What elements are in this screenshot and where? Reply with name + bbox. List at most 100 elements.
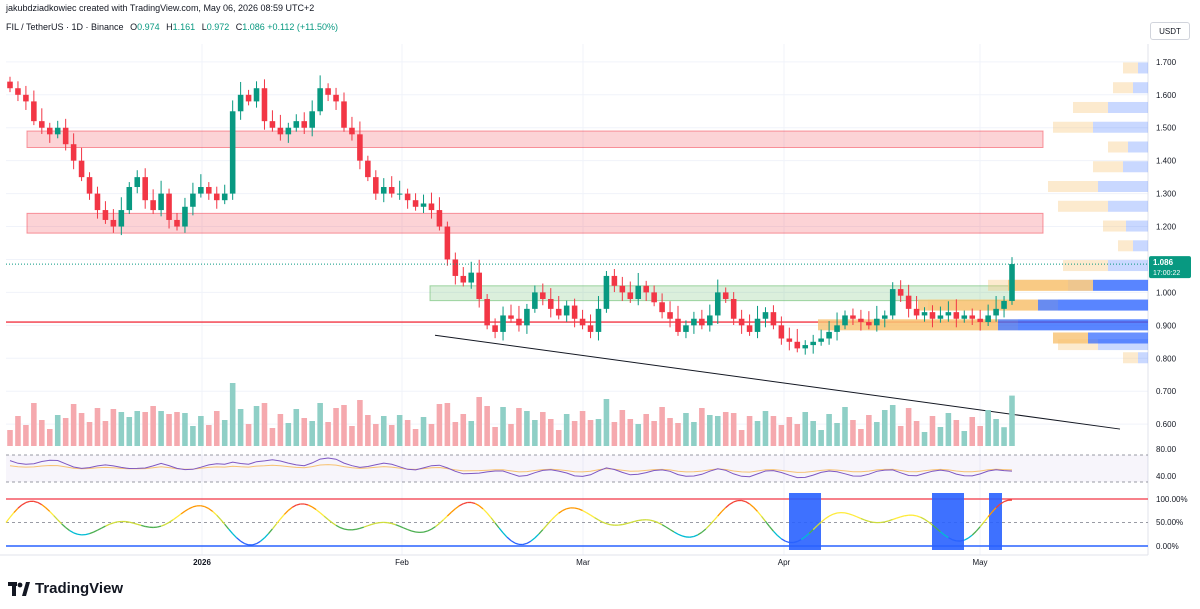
candle-body <box>826 331 832 339</box>
volume-bar <box>102 421 109 446</box>
volume-bar <box>762 411 769 446</box>
stoch-line-segment <box>530 537 536 542</box>
stoch-line-segment <box>995 503 1001 509</box>
stoch-line-segment <box>764 520 770 527</box>
stoch-line-segment <box>781 538 786 542</box>
volume-bar <box>611 422 618 446</box>
candle <box>603 270 610 313</box>
candle-body <box>866 322 872 326</box>
candle <box>810 334 816 354</box>
candle <box>913 296 920 320</box>
stoch-line-segment <box>566 507 571 510</box>
stoch-line-segment <box>669 528 675 533</box>
stoch-line-segment <box>562 508 567 512</box>
candle-body <box>126 187 133 211</box>
stoch-line-segment <box>920 516 925 520</box>
price-tick-label: 0.600 <box>1156 420 1177 429</box>
stoch-line-segment <box>45 507 51 512</box>
stoch-line-segment <box>224 523 230 530</box>
volume-bar <box>953 420 960 446</box>
volume-bar <box>866 415 872 446</box>
volume-profile-bar <box>918 299 1038 311</box>
volume-profile-bar <box>1118 240 1133 252</box>
volume-bar <box>858 429 864 446</box>
supply-zone <box>26 212 1044 234</box>
volume-bar <box>492 427 498 446</box>
candle-body <box>444 226 451 260</box>
stoch-line-segment <box>168 519 174 523</box>
stoch-line-segment <box>387 522 392 525</box>
stoch-line-segment <box>888 518 893 522</box>
candle <box>985 304 991 326</box>
volume-bar <box>325 422 331 446</box>
candle-body <box>484 298 490 326</box>
candle <box>341 92 347 132</box>
candle <box>285 122 292 143</box>
stoch-line-segment <box>327 518 333 524</box>
stoch-line-segment <box>848 513 854 516</box>
stoch-line-segment <box>454 505 460 510</box>
candle-body <box>540 292 546 299</box>
candle <box>317 75 323 116</box>
currency-button[interactable]: USDT <box>1150 22 1190 40</box>
stoch-line-segment <box>510 540 516 544</box>
candle-body <box>929 312 936 319</box>
candle-body <box>380 187 387 194</box>
stoch-line-segment <box>756 511 762 517</box>
volume-profile-bar <box>1058 200 1108 212</box>
candle <box>587 314 594 339</box>
candle-body <box>802 345 809 349</box>
stoch-line-segment <box>677 533 683 537</box>
stoch-line-segment <box>216 514 222 520</box>
candle-body <box>977 318 983 323</box>
candle <box>635 272 642 306</box>
stoch-line-segment <box>498 527 504 534</box>
stoch-line-segment <box>638 519 643 522</box>
stoch-line-segment <box>184 508 190 512</box>
candle <box>118 197 125 236</box>
candle <box>889 282 896 320</box>
stoch-line-segment <box>109 522 114 525</box>
stoch-line-segment <box>363 525 369 528</box>
time-tick-label: Apr <box>778 558 791 567</box>
candle-body <box>309 111 315 128</box>
volume-bar <box>691 422 697 446</box>
stoch-line-segment <box>125 520 130 523</box>
candle <box>675 305 681 336</box>
stoch-line-segment <box>204 506 210 510</box>
stoch-line-segment <box>25 500 31 504</box>
stoch-line-segment <box>987 511 993 518</box>
candle-body <box>39 121 45 128</box>
stoch-line-segment <box>880 521 885 524</box>
volume-profile-bar <box>1128 141 1148 153</box>
candle <box>778 316 785 345</box>
stoch-line-segment <box>395 524 400 527</box>
stoch-line-segment <box>673 531 679 535</box>
candle <box>1001 296 1007 318</box>
volume-bar <box>659 407 665 446</box>
candle <box>380 178 387 203</box>
volume-profile-bar <box>1088 332 1148 344</box>
stoch-line-segment <box>180 510 186 515</box>
volume-bar <box>842 407 848 446</box>
last-price-value: 1.086 <box>1153 258 1174 267</box>
candle-body <box>611 275 618 286</box>
candle <box>508 304 514 323</box>
ohlc-change: +0.112 (+11.50%) <box>267 22 339 32</box>
stoch-line-segment <box>506 536 512 542</box>
candle-body <box>373 177 379 194</box>
volume-bar <box>754 421 761 446</box>
stoch-tick-label: 50.00% <box>1156 518 1183 527</box>
tradingview-brand[interactable]: TradingView <box>8 580 123 597</box>
stoch-line-segment <box>176 513 182 518</box>
stoch-line-segment <box>482 508 488 514</box>
stoch-line-segment <box>983 516 989 523</box>
candle <box>571 298 578 328</box>
volume-bar <box>961 431 968 446</box>
stoch-line-segment <box>450 508 456 513</box>
ohlc-open-value: 0.974 <box>137 22 160 32</box>
stoch-line-segment <box>725 503 731 509</box>
stoch-line-segment <box>458 503 464 507</box>
candle-body <box>913 308 920 316</box>
